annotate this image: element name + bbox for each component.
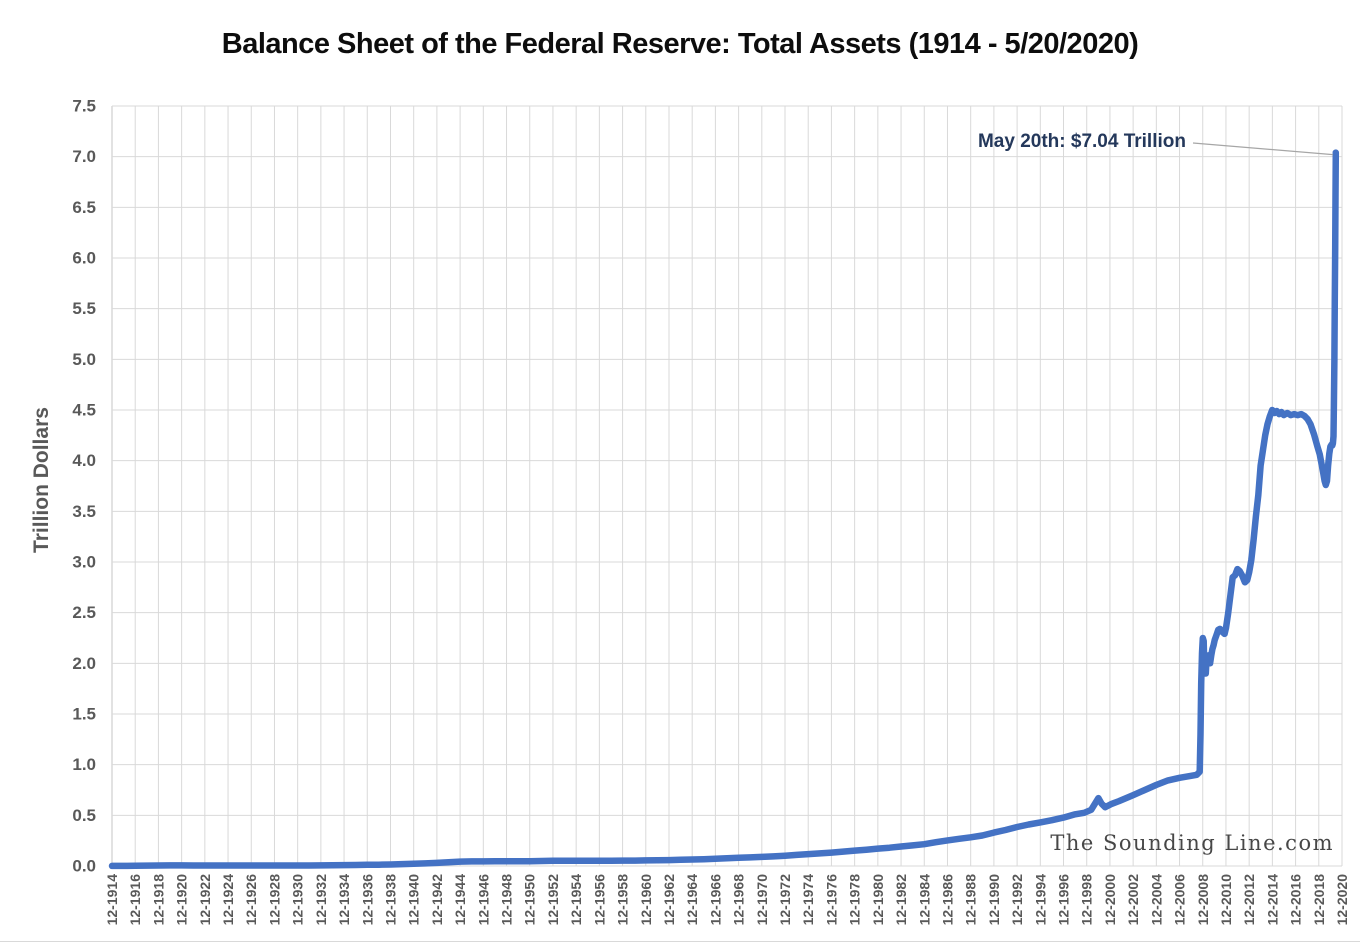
x-tick-label: 12-1958: [615, 874, 631, 926]
x-tick-label: 12-1922: [197, 874, 213, 926]
x-tick-label: 12-2020: [1334, 874, 1350, 926]
y-tick-label: 0.0: [72, 857, 96, 876]
x-tick-label: 12-1956: [591, 874, 607, 926]
x-tick-label: 12-1918: [150, 874, 166, 926]
x-tick-label: 12-1972: [777, 874, 793, 926]
x-tick-label: 12-1938: [382, 874, 398, 926]
x-tick-label: 12-2012: [1241, 874, 1257, 926]
y-tick-label: 0.5: [72, 806, 96, 825]
x-tick-label: 12-1984: [916, 874, 932, 926]
x-tick-label: 12-2010: [1218, 874, 1234, 926]
x-tick-label: 12-2016: [1288, 874, 1304, 926]
x-tick-label: 12-1916: [127, 874, 143, 926]
x-tick-label: 12-1950: [522, 874, 538, 926]
y-tick-label: 4.0: [72, 451, 96, 470]
x-tick-label: 12-1966: [707, 874, 723, 926]
x-tick-label: 12-1980: [870, 874, 886, 926]
x-tick-label: 12-1920: [174, 874, 190, 926]
x-tick-label: 12-1930: [290, 874, 306, 926]
x-tick-label: 12-1952: [545, 874, 561, 926]
x-tick-label: 12-2000: [1102, 874, 1118, 926]
y-tick-label: 1.5: [72, 705, 96, 724]
y-tick-label: 3.0: [72, 553, 96, 572]
total-assets-line: [108, 149, 1340, 870]
x-tick-label: 12-2008: [1195, 874, 1211, 926]
x-tick-label: 12-1992: [1009, 874, 1025, 926]
y-tick-label: 2.5: [72, 603, 96, 622]
x-tick-label: 12-1986: [939, 874, 955, 926]
x-tick-label: 12-1964: [684, 874, 700, 926]
x-tick-label: 12-2004: [1148, 874, 1164, 926]
x-tick-label: 12-1960: [638, 874, 654, 926]
watermark: The Sounding Line.com: [1050, 831, 1334, 855]
chart-title: Balance Sheet of the Federal Reserve: To…: [221, 28, 1139, 60]
x-tick-label: 12-1970: [754, 874, 770, 926]
x-tick-label: 12-1978: [847, 874, 863, 926]
x-tick-label: 12-1928: [266, 874, 282, 926]
x-tick-label: 12-1998: [1079, 874, 1095, 926]
y-tick-label: 6.0: [72, 249, 96, 268]
x-tick-label: 12-1926: [243, 874, 259, 926]
gridlines: [111, 105, 1343, 867]
x-tick-label: 12-1932: [313, 874, 329, 926]
x-tick-label: 12-1946: [475, 874, 491, 926]
x-tick-label: 12-1944: [452, 874, 468, 926]
x-tick-label: 12-1976: [823, 874, 839, 926]
y-tick-label: 3.5: [72, 502, 96, 521]
x-tick-label: 12-2014: [1264, 874, 1280, 926]
y-tick-label: 1.0: [72, 755, 96, 774]
x-tick-label: 12-1974: [800, 874, 816, 926]
x-tick-label: 12-2018: [1311, 874, 1327, 926]
y-axis-tick-labels: 0.0 0.5 1.0 1.5 2.0 2.5 3.0 3.5 4.0 4.5 5.0 5.5 6.0 6…: [72, 97, 96, 876]
peak-annotation: May 20th: $7.04 Trillion: [977, 131, 1186, 152]
x-tick-label: 12-1940: [406, 874, 422, 926]
x-tick-label: 12-1942: [429, 874, 445, 926]
x-tick-label: 12-1990: [986, 874, 1002, 926]
y-tick-label: 5.0: [72, 350, 96, 369]
x-tick-label: 12-1924: [220, 874, 236, 926]
x-tick-label: 12-1954: [568, 874, 584, 926]
x-tick-label: 12-1948: [499, 874, 515, 926]
x-tick-label: 12-1996: [1056, 874, 1072, 926]
annotation-leader-line: [1192, 142, 1333, 156]
x-tick-label: 12-1968: [731, 874, 747, 926]
chart-bottom-border: [0, 941, 1360, 942]
x-tick-label: 12-1994: [1032, 874, 1048, 926]
x-tick-label: 12-2006: [1172, 874, 1188, 926]
y-tick-label: 4.5: [72, 401, 96, 420]
y-tick-label: 7.5: [72, 97, 96, 116]
x-tick-label: 12-1982: [893, 874, 909, 926]
x-tick-label: 12-1988: [963, 874, 979, 926]
x-tick-label: 12-2002: [1125, 874, 1141, 926]
y-tick-label: 5.5: [72, 299, 96, 318]
y-tick-label: 2.0: [72, 654, 96, 673]
y-tick-label: 6.5: [72, 198, 96, 217]
x-tick-label: 12-1936: [359, 874, 375, 926]
x-tick-label: 12-1934: [336, 874, 352, 926]
x-tick-label: 12-1962: [661, 874, 677, 926]
y-tick-label: 7.0: [72, 147, 96, 166]
x-axis-tick-labels: 12-1914 12-1916 12-1918 12-1920 12-1922 12-19…: [104, 874, 1350, 926]
x-tick-label: 12-1914: [104, 874, 120, 926]
